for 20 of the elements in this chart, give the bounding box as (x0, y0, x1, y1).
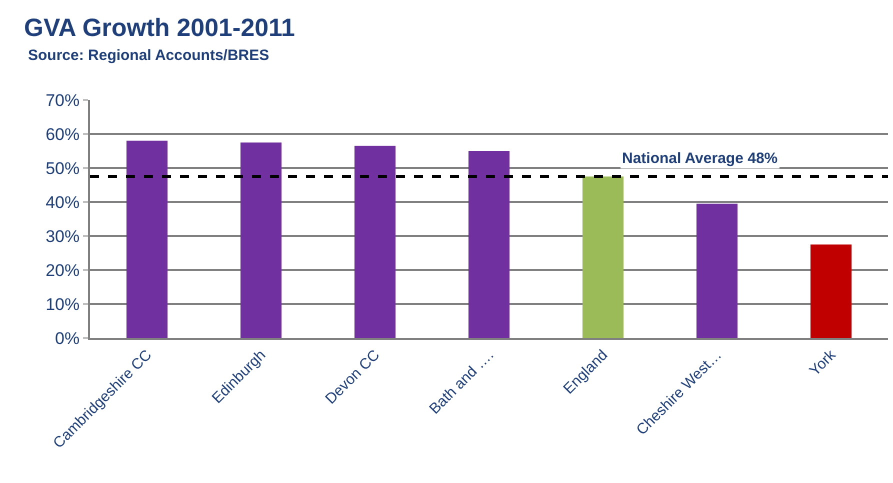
y-tick-label: 10% (46, 294, 80, 314)
bar (354, 146, 396, 338)
bar (582, 176, 624, 338)
bar (696, 204, 738, 338)
y-tick-label: 60% (46, 124, 80, 144)
bar (126, 140, 168, 338)
y-tick-label: 0% (55, 328, 80, 348)
x-tick-label: Bath and …. (426, 346, 498, 418)
y-tick-label: 30% (46, 226, 80, 246)
chart-subtitle: Source: Regional Accounts/BRES (28, 47, 270, 64)
bar (468, 151, 510, 338)
chart-title: GVA Growth 2001-2011 (24, 14, 296, 42)
y-tick-label: 70% (46, 90, 80, 110)
ref-line-label: National Average 48% (622, 150, 778, 167)
y-tick-label: 20% (46, 260, 80, 280)
y-tick-label: 50% (46, 158, 80, 178)
bar (810, 244, 852, 338)
bar (240, 142, 282, 338)
y-tick-label: 40% (46, 192, 80, 212)
x-tick-label: York (806, 346, 840, 380)
